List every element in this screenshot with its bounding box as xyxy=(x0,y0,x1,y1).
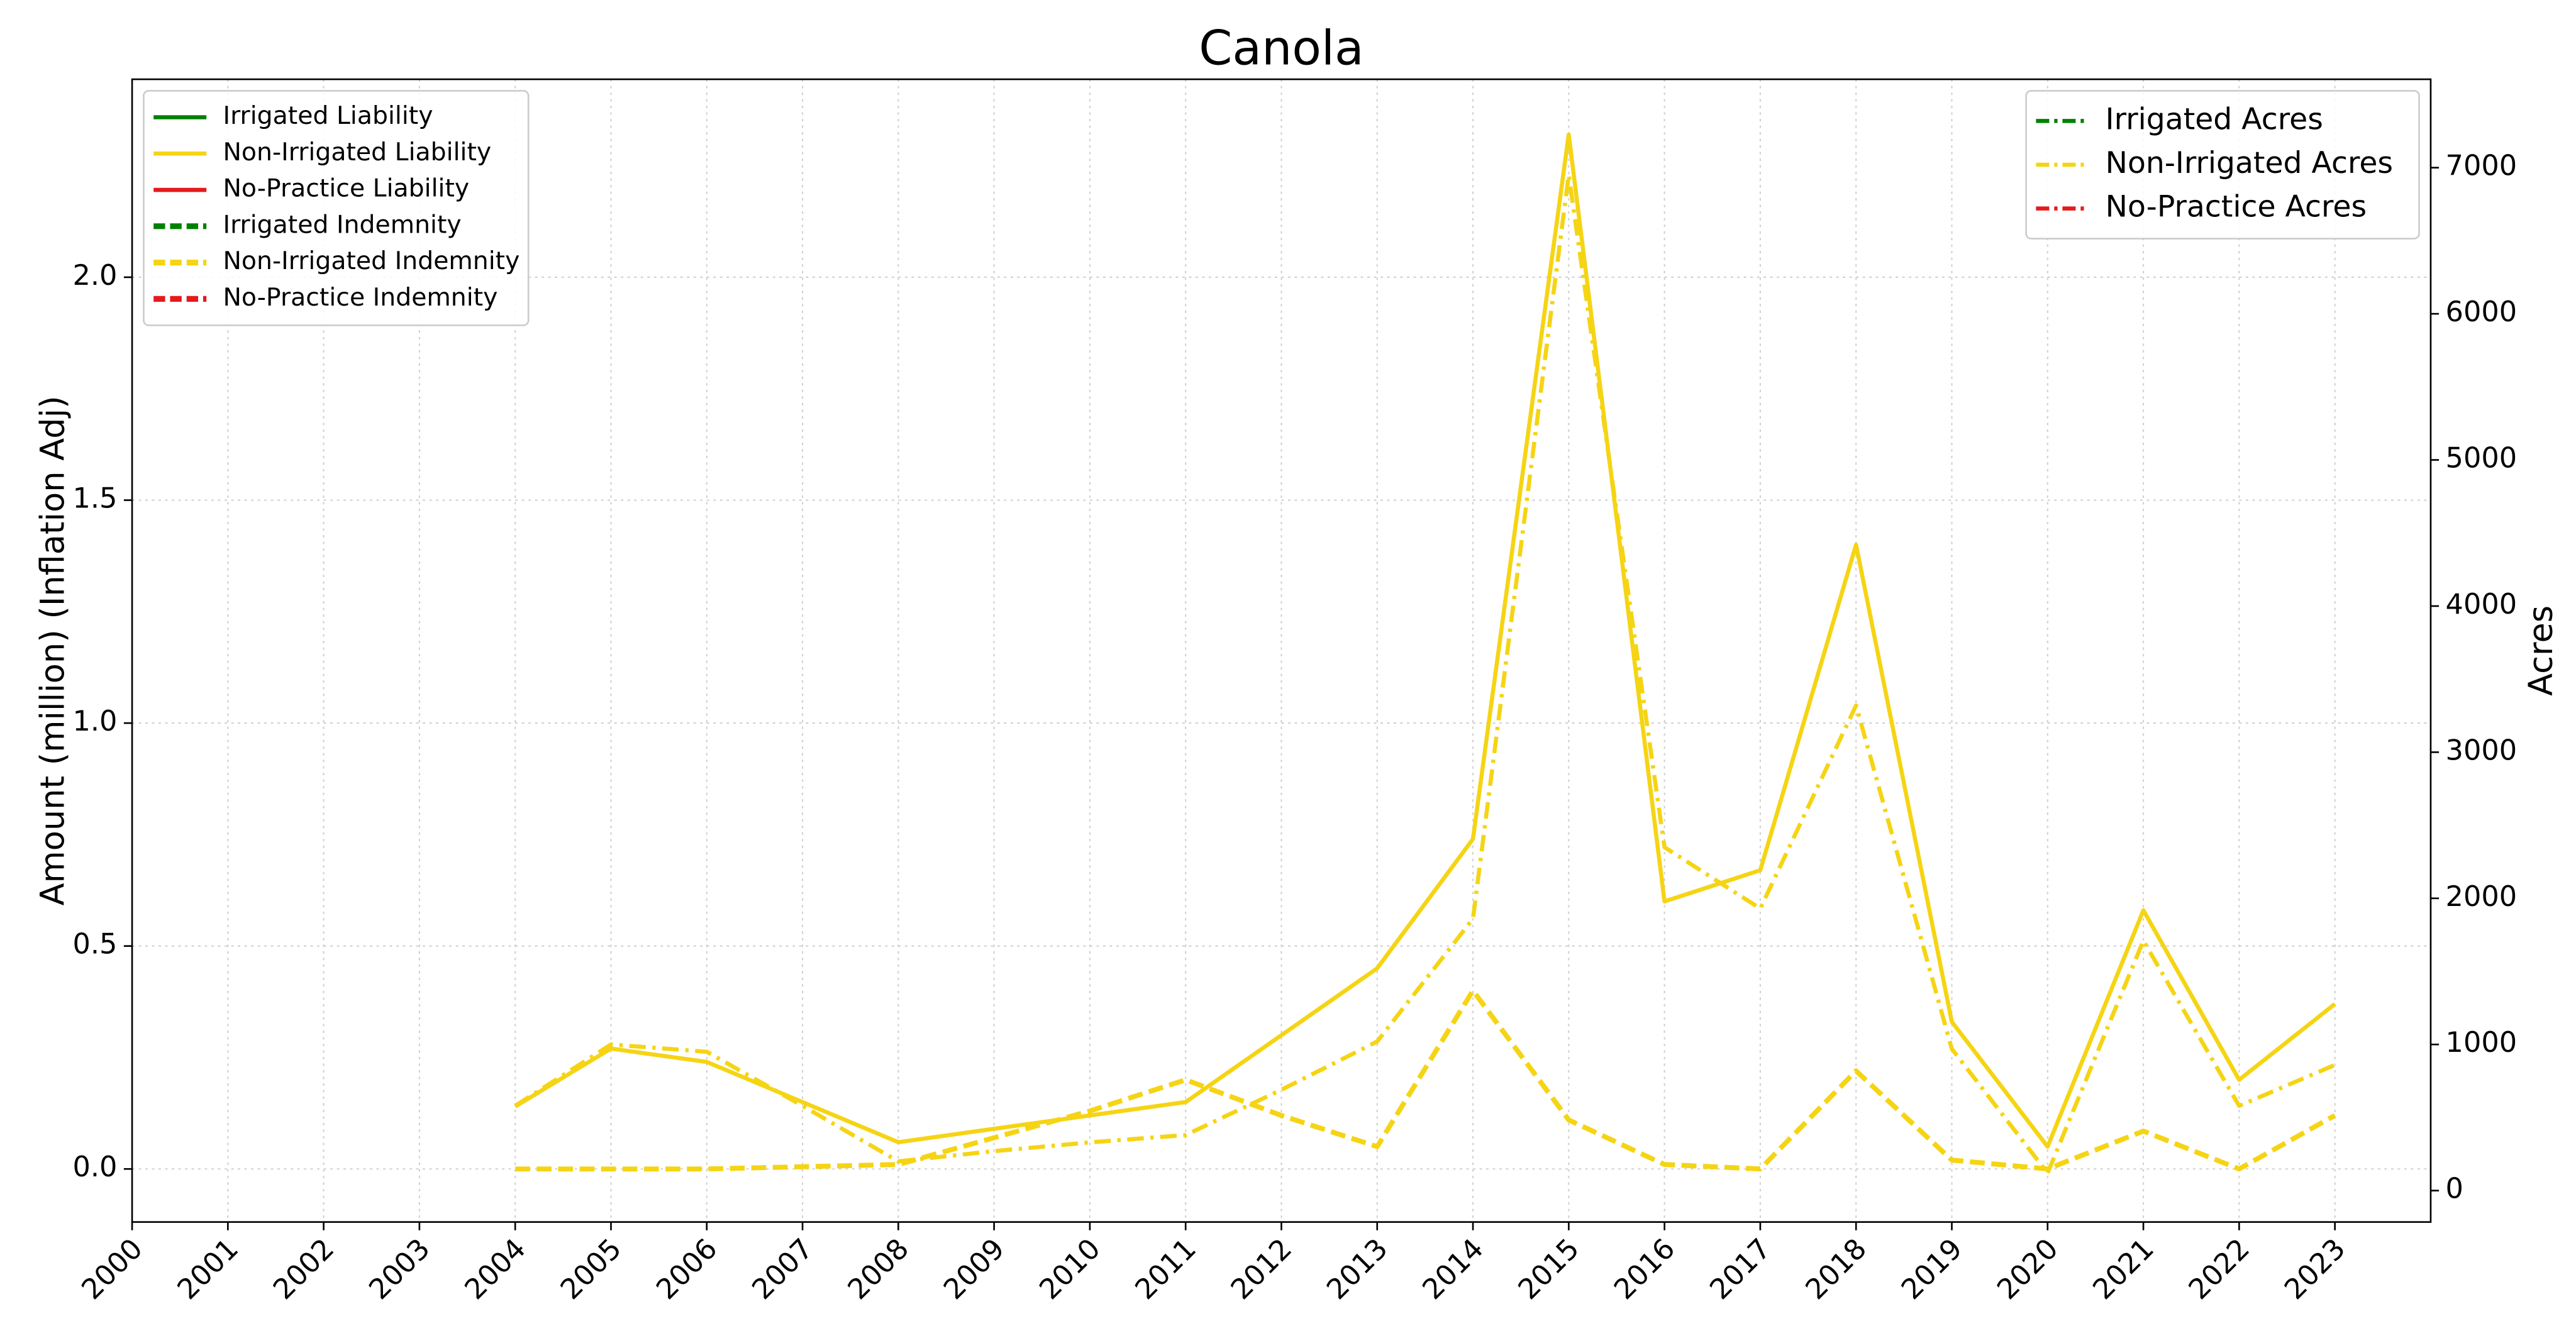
plot-frame xyxy=(131,78,2432,1223)
x-tick-label: 2007 xyxy=(746,1232,819,1306)
x-tick-label: 2001 xyxy=(171,1232,245,1306)
legend-label: No-Practice Indemnity xyxy=(223,283,497,312)
x-tick-label: 2000 xyxy=(75,1232,149,1306)
legend-label: No-Practice Acres xyxy=(2106,190,2367,224)
legend-label: Irrigated Liability xyxy=(223,101,433,130)
series-line xyxy=(514,132,2336,1149)
legend-box xyxy=(2025,90,2420,240)
x-tick-label: 2021 xyxy=(2087,1232,2160,1306)
x-tick-label: 2018 xyxy=(1799,1232,1873,1306)
legend-label: No-Practice Liability xyxy=(223,174,469,203)
x-tick-label: 2004 xyxy=(458,1232,532,1306)
x-tick-label: 2022 xyxy=(2182,1232,2256,1306)
series-line xyxy=(515,988,2336,1172)
x-tick-label: 2015 xyxy=(1512,1232,1585,1306)
chart-title: Canola xyxy=(1199,19,1363,75)
x-tick-label: 2014 xyxy=(1416,1232,1490,1306)
y2-tick-label: 2000 xyxy=(2446,880,2518,913)
x-tick-label: 2012 xyxy=(1224,1232,1298,1306)
x-tick-label: 2008 xyxy=(841,1232,915,1306)
y-tick-label: 1.0 xyxy=(72,705,117,737)
y2-tick-label: 5000 xyxy=(2446,442,2518,475)
x-tick-label: 2010 xyxy=(1033,1232,1107,1306)
x-tick-label: 2016 xyxy=(1607,1232,1681,1306)
series-line xyxy=(514,173,2336,1176)
y-tick-label: 1.5 xyxy=(72,482,117,515)
y2-tick-label: 0 xyxy=(2446,1173,2463,1205)
y2-tick-label: 7000 xyxy=(2446,150,2518,182)
x-tick-label: 2023 xyxy=(2278,1232,2351,1306)
x-tick-label: 2011 xyxy=(1129,1232,1202,1306)
legend-label: Non-Irrigated Liability xyxy=(223,138,491,167)
x-tick-label: 2017 xyxy=(1704,1232,1777,1306)
legend-box xyxy=(143,90,530,326)
x-tick-label: 2006 xyxy=(650,1232,723,1306)
y-tick-label: 2.0 xyxy=(72,259,117,292)
legend-label: Non-Irrigated Acres xyxy=(2106,146,2393,180)
y2-axis-label: Acres xyxy=(2522,605,2560,696)
y2-tick-label: 4000 xyxy=(2446,588,2518,621)
y2-tick-label: 3000 xyxy=(2446,734,2518,766)
legend-label: Irrigated Acres xyxy=(2106,102,2323,136)
y2-tick-label: 6000 xyxy=(2446,295,2518,328)
x-tick-label: 2013 xyxy=(1320,1232,1394,1306)
x-tick-label: 2002 xyxy=(267,1232,340,1306)
legend-label: Irrigated Indemnity xyxy=(223,210,461,239)
x-tick-label: 2009 xyxy=(937,1232,1011,1306)
y2-tick-label: 1000 xyxy=(2446,1026,2518,1059)
legend-label: Non-Irrigated Indemnity xyxy=(223,246,519,275)
y-axis-label: Amount (million) (Inflation Adj) xyxy=(33,395,72,905)
x-tick-label: 2003 xyxy=(363,1232,436,1306)
x-tick-label: 2019 xyxy=(1895,1232,1968,1306)
x-tick-label: 2020 xyxy=(1990,1232,2064,1306)
y-tick-label: 0.0 xyxy=(72,1151,117,1183)
y-tick-label: 0.5 xyxy=(72,928,117,961)
x-tick-label: 2005 xyxy=(554,1232,628,1306)
